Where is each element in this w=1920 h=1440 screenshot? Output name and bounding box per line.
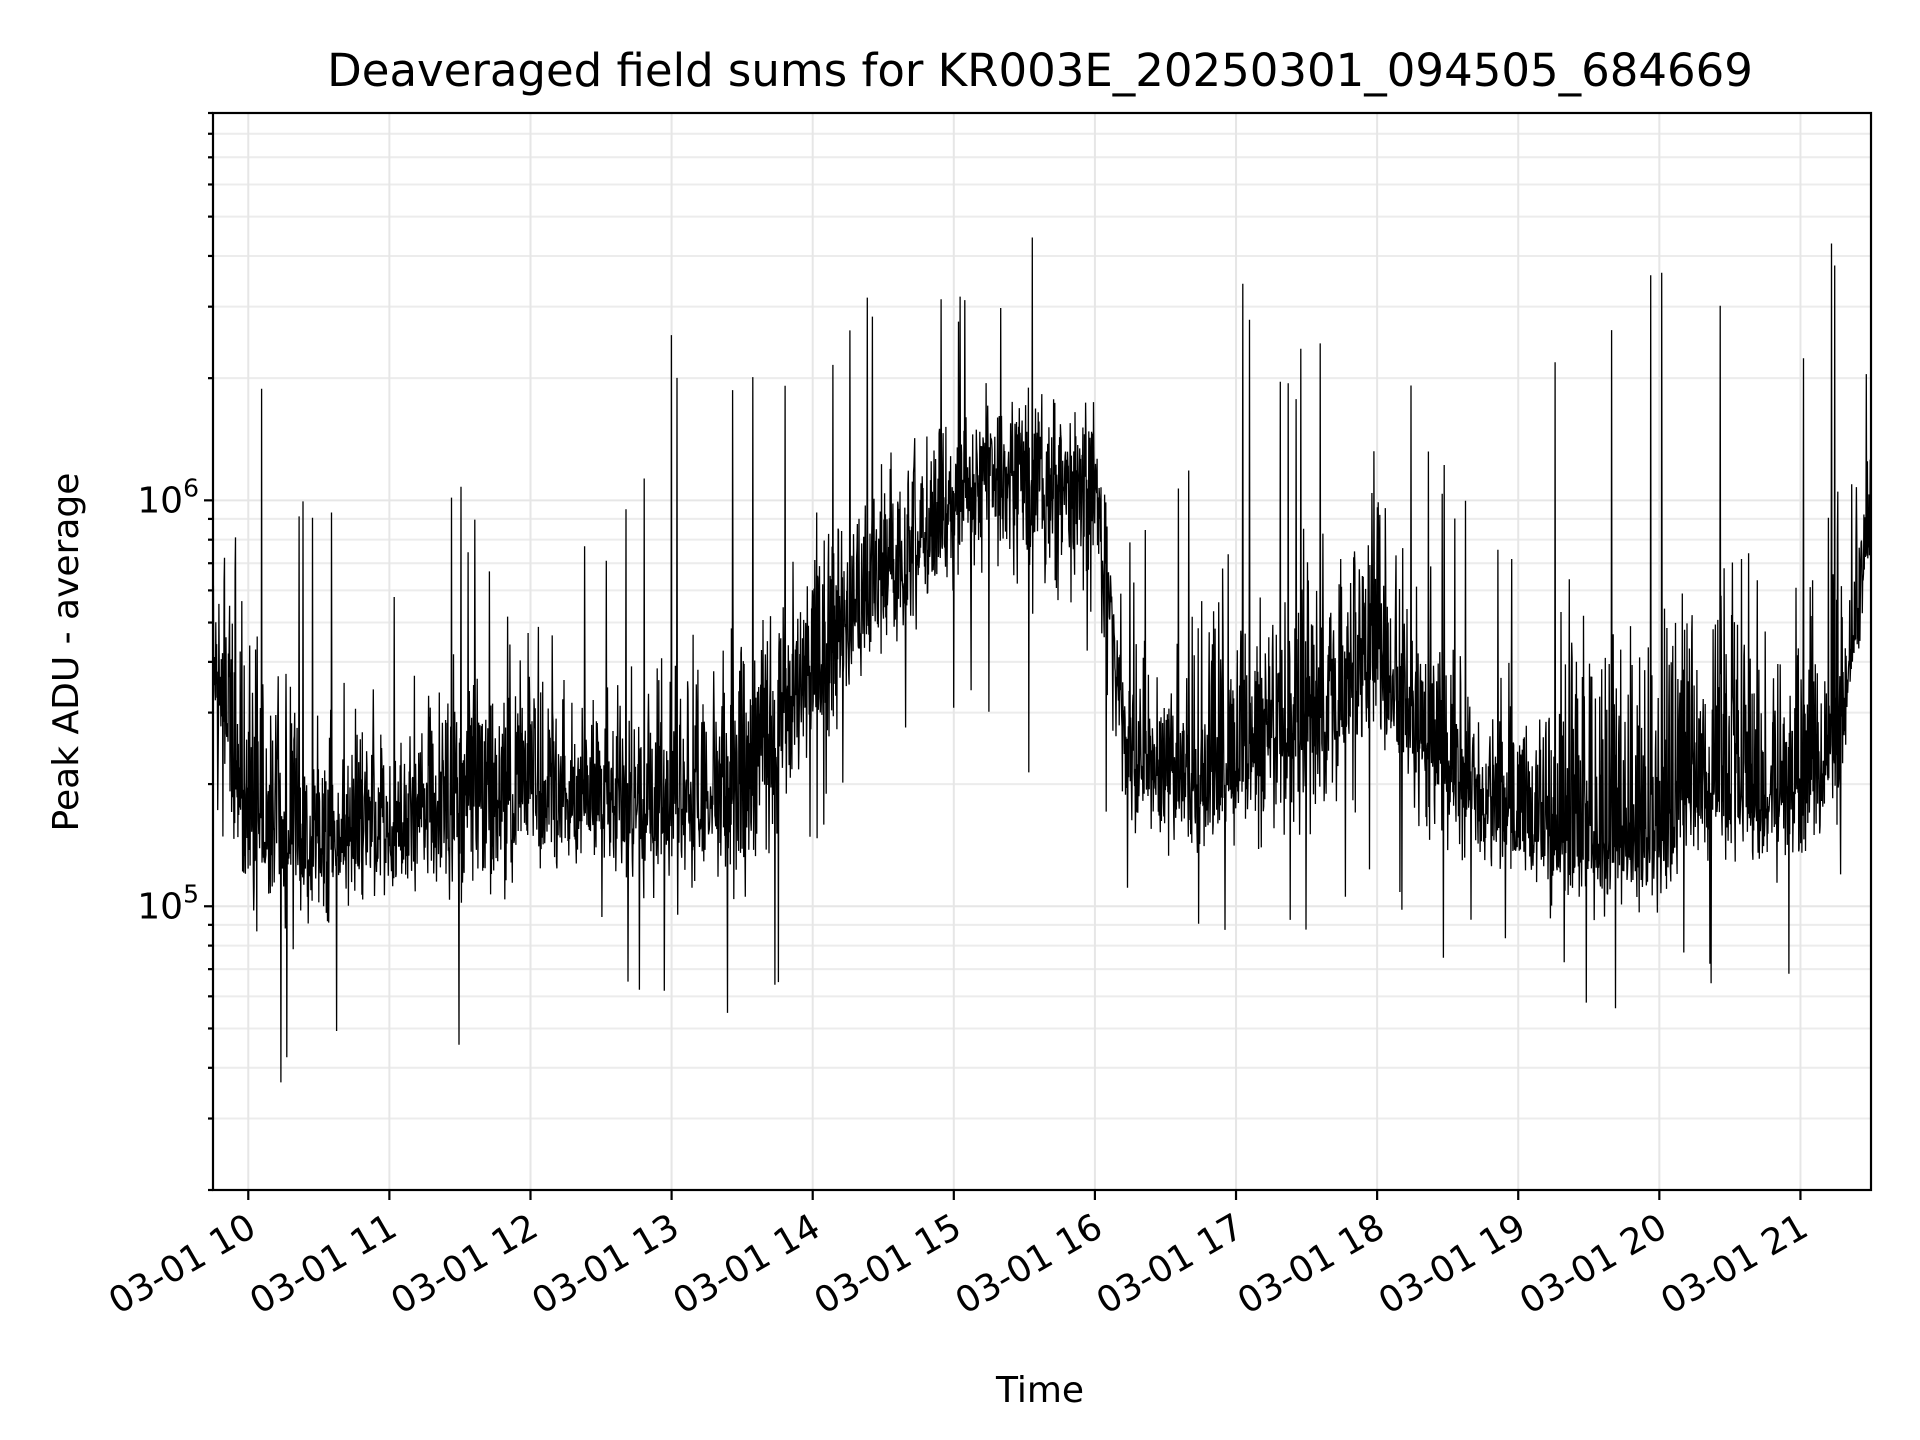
y-tick-label: 105 xyxy=(137,879,199,927)
y-tick-label-base: 10 xyxy=(137,480,183,521)
y-tick-label-exponent: 5 xyxy=(183,879,199,908)
plot-frame xyxy=(211,111,1873,1192)
y-axis-label: Peak ADU - average xyxy=(46,473,87,832)
y-tick-label: 106 xyxy=(137,473,199,521)
chart-title: Deaveraged field sums for KR003E_2025030… xyxy=(327,44,1753,97)
y-tick-label-exponent: 6 xyxy=(183,473,199,502)
y-tick-label-base: 10 xyxy=(137,886,183,927)
series-line xyxy=(212,237,1872,1083)
x-axis-label: Time xyxy=(995,1370,1084,1411)
